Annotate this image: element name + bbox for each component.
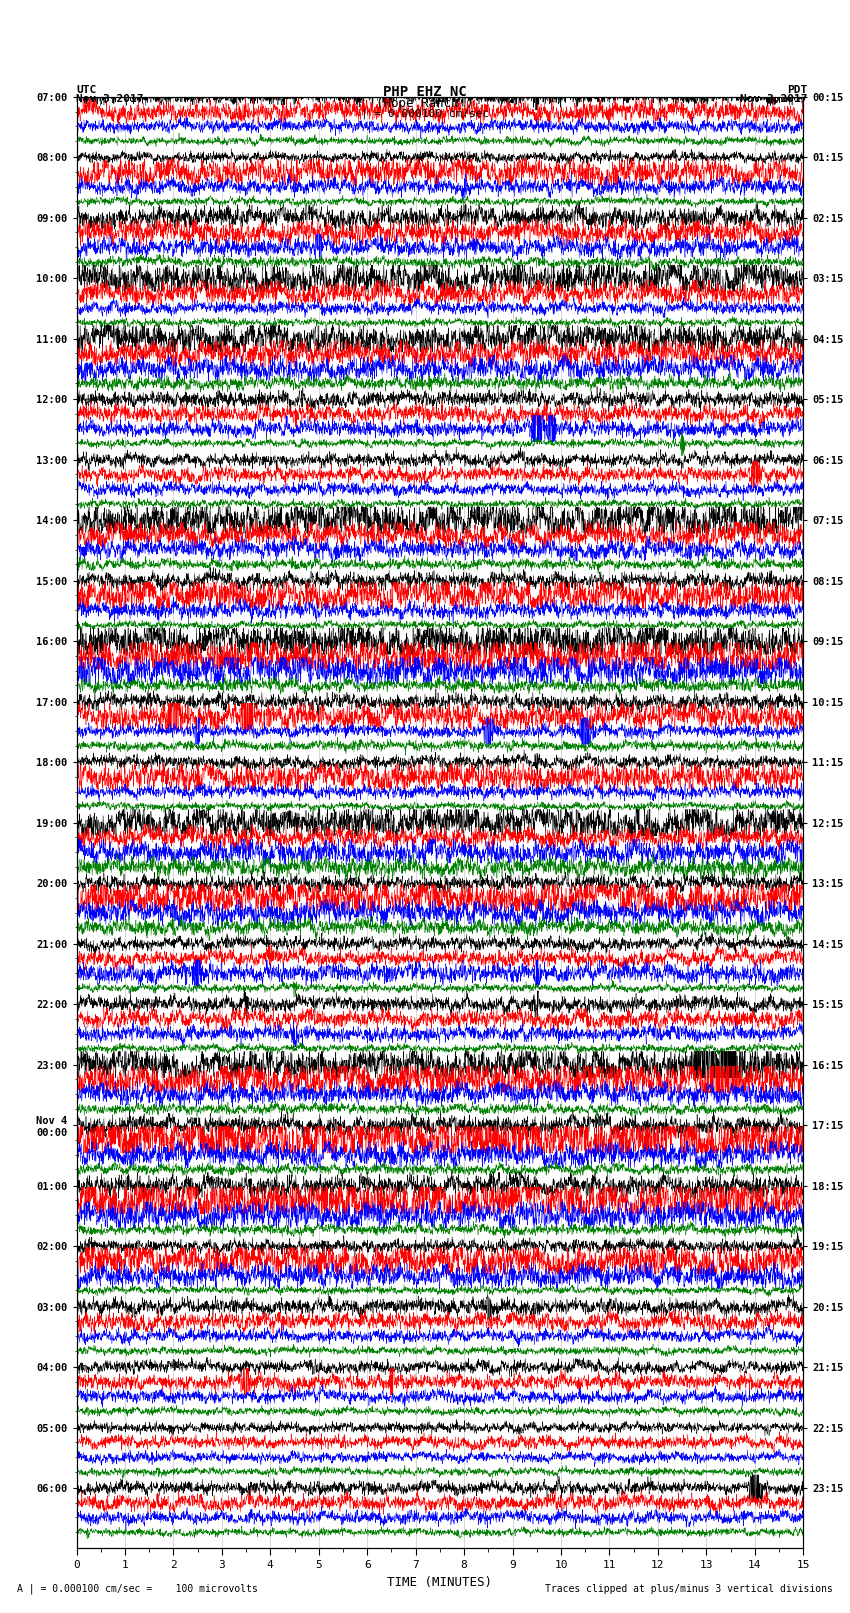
Text: Nov 3,2017: Nov 3,2017 xyxy=(76,94,144,105)
X-axis label: TIME (MINUTES): TIME (MINUTES) xyxy=(388,1576,492,1589)
Text: UTC: UTC xyxy=(76,84,97,95)
Text: PDT: PDT xyxy=(787,84,808,95)
Text: (Hope Ranch ): (Hope Ranch ) xyxy=(377,97,473,110)
Text: | = 0.000100 cm/sec: | = 0.000100 cm/sec xyxy=(361,110,489,119)
Text: A | = 0.000100 cm/sec =    100 microvolts: A | = 0.000100 cm/sec = 100 microvolts xyxy=(17,1582,258,1594)
Text: Traces clipped at plus/minus 3 vertical divisions: Traces clipped at plus/minus 3 vertical … xyxy=(545,1584,833,1594)
Text: PHP EHZ NC: PHP EHZ NC xyxy=(383,84,467,98)
Text: Nov 3,2017: Nov 3,2017 xyxy=(740,94,808,105)
